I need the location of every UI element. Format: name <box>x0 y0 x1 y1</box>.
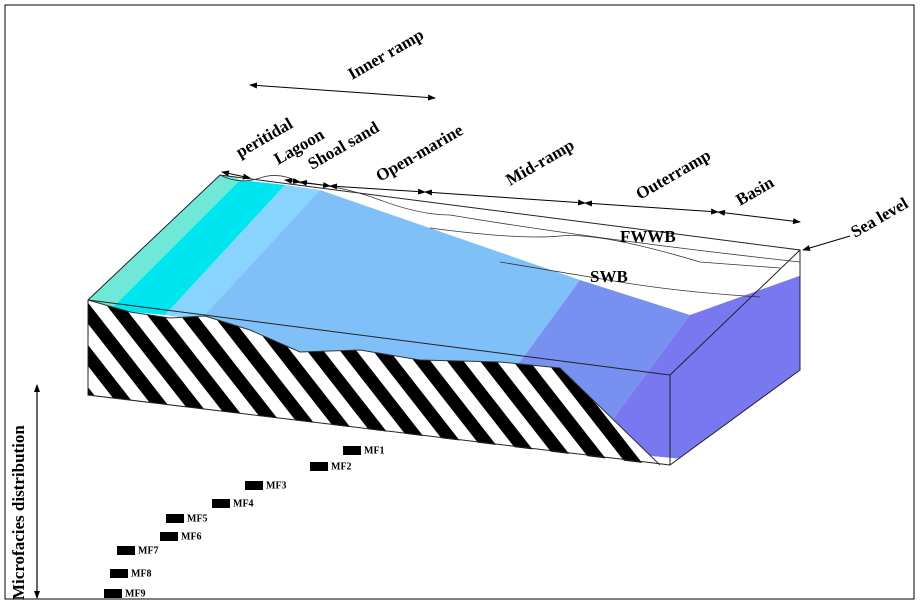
microfacies-label: MF4 <box>233 498 254 509</box>
microfacies-label: MF9 <box>125 588 146 599</box>
microfacies-marker <box>104 589 122 598</box>
microfacies-marker <box>212 499 230 508</box>
microfacies-label: MF1 <box>364 445 385 456</box>
microfacies-marker <box>245 481 263 490</box>
sea-level-label: Sea level <box>848 193 912 241</box>
microfacies-marker <box>160 532 178 541</box>
range-arrow <box>285 180 300 182</box>
zone-label: Open-marine <box>373 120 467 185</box>
microfacies-label: MF7 <box>138 545 159 556</box>
zone-label: Mid-ramp <box>503 135 578 189</box>
microfacies-marker <box>343 446 361 455</box>
microfacies-label: MF2 <box>331 461 352 472</box>
microfacies-marker <box>166 514 184 523</box>
microfacies-marker <box>110 569 128 578</box>
range-arrow <box>300 182 330 186</box>
range-arrow <box>425 192 585 203</box>
zone-label: Basin <box>733 172 778 209</box>
sea-level-arrow <box>803 236 850 250</box>
zone-label: Outerramp <box>633 145 714 203</box>
boundary-label: FWWB <box>620 227 676 246</box>
microfacies-label: MF6 <box>181 531 202 542</box>
range-arrow <box>718 212 800 222</box>
microfacies-marker <box>310 462 328 471</box>
range-arrow <box>250 85 435 98</box>
microfacies-label: MF3 <box>266 480 287 491</box>
boundary-label: SWB <box>590 267 628 286</box>
axis-label: Microfacies distribution <box>9 425 28 600</box>
microfacies-label: MF8 <box>131 568 152 579</box>
inner-ramp-label: Inner ramp <box>345 25 427 84</box>
microfacies-marker <box>117 546 135 555</box>
range-arrow <box>585 203 718 212</box>
diagram: peritidalLagoonShoal sandOpen-marineMid-… <box>0 0 920 605</box>
microfacies-label: MF5 <box>187 513 208 524</box>
